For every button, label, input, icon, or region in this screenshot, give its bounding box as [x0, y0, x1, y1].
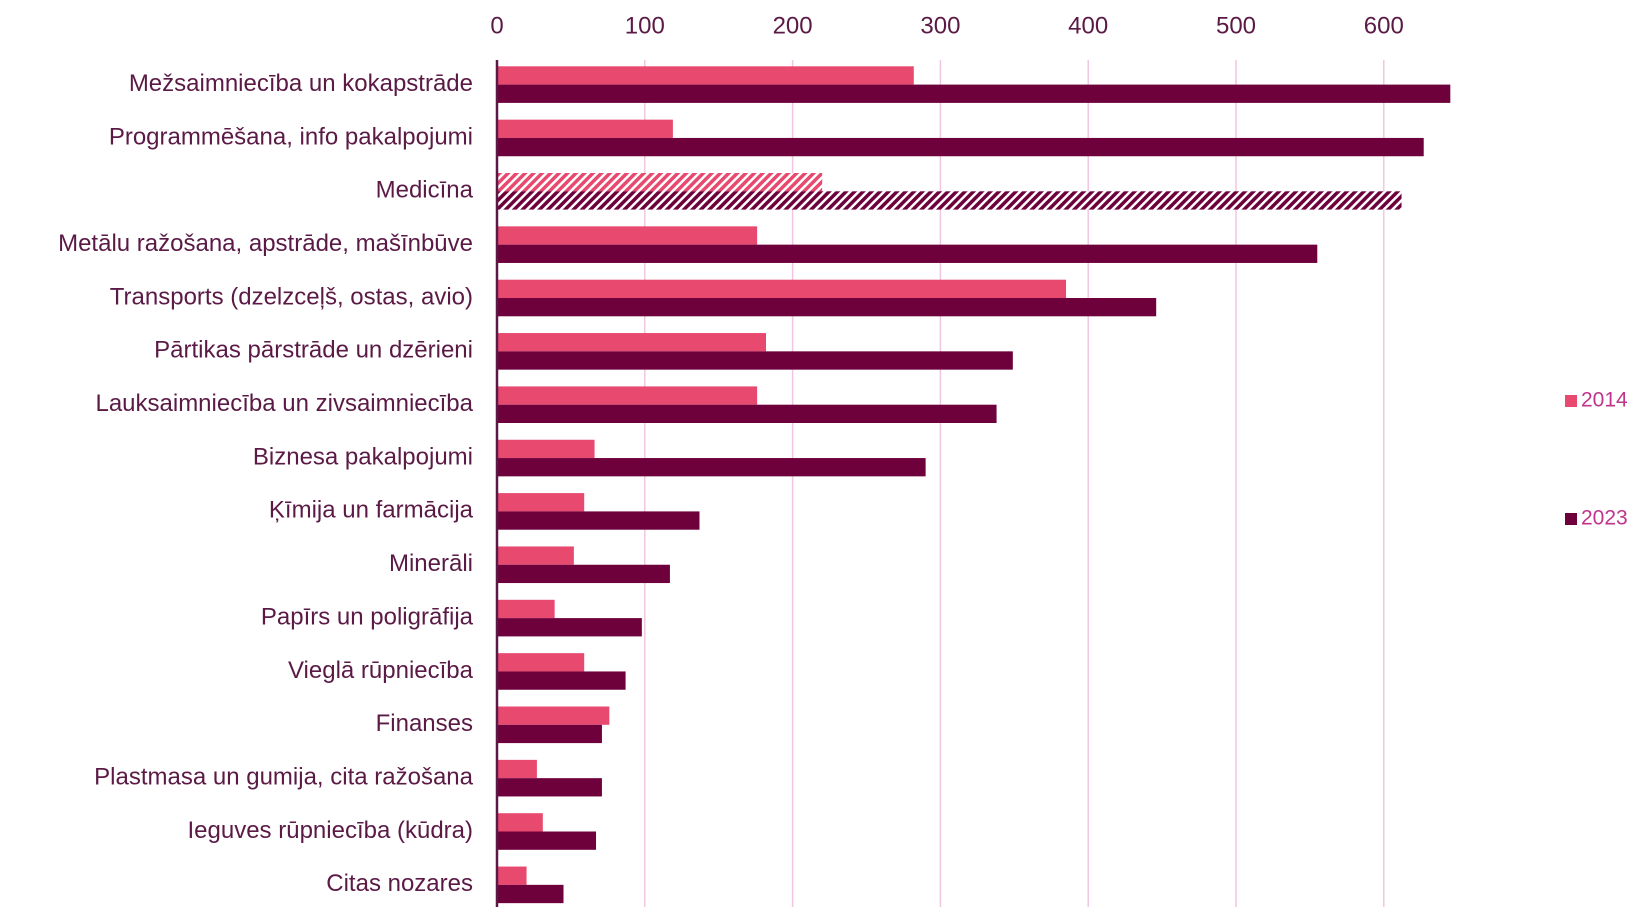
- category-label: Ķīmija un farmācija: [269, 497, 474, 524]
- bar: [497, 866, 527, 885]
- category-label: Citas nozares: [326, 870, 473, 897]
- bar: [497, 706, 610, 725]
- category-label: Programmēšana, info pakalpojumi: [109, 123, 473, 150]
- category-label: Metālu ražošana, apstrāde, mašīnbūve: [58, 230, 473, 257]
- legend-label: 2014: [1581, 389, 1628, 412]
- bar: [497, 458, 926, 477]
- bar: [497, 671, 626, 690]
- x-tick-label: 200: [773, 12, 813, 39]
- category-label: Lauksaimniecība un zivsaimniecība: [95, 390, 473, 417]
- bar: [497, 511, 700, 530]
- category-label: Finanses: [376, 710, 473, 737]
- bar: [497, 653, 585, 672]
- bar: [497, 404, 997, 423]
- bar: [497, 493, 585, 512]
- bar: [497, 226, 758, 245]
- bar: [497, 191, 1402, 210]
- bar: [497, 884, 564, 904]
- category-label: Biznesa pakalpojumi: [253, 443, 473, 470]
- x-tick-label: 600: [1364, 12, 1404, 39]
- bar: [497, 778, 602, 797]
- bar: [497, 724, 602, 744]
- legend-swatch: [1565, 395, 1577, 407]
- category-label: Transports (dzelzceļš, ostas, avio): [110, 283, 473, 310]
- bar: [497, 137, 1424, 157]
- bar: [497, 564, 670, 584]
- category-label: Ieguves rūpniecība (kūdra): [188, 817, 474, 844]
- category-label: Medicīna: [376, 177, 474, 204]
- category-label: Mežsaimniecība un kokapstrāde: [129, 70, 473, 97]
- category-label: Papīrs un poligrāfija: [261, 603, 474, 630]
- x-tick-label: 0: [490, 12, 503, 39]
- bar: [497, 618, 642, 637]
- bar: [497, 173, 823, 192]
- bar: [497, 298, 1157, 317]
- bar: [497, 439, 595, 459]
- x-tick-label: 400: [1068, 12, 1108, 39]
- x-tick-label: 100: [625, 12, 665, 39]
- category-label: Minerāli: [389, 550, 473, 577]
- bar: [497, 66, 914, 85]
- category-label: Pārtikas pārstrāde un dzērieni: [154, 337, 473, 364]
- bar: [497, 599, 555, 619]
- x-tick-label: 500: [1216, 12, 1256, 39]
- bar: [497, 386, 758, 405]
- bar: [497, 244, 1318, 263]
- bar: [497, 84, 1451, 103]
- bar: [497, 351, 1013, 370]
- legend-swatch: [1565, 513, 1577, 525]
- legend-label: 2023: [1581, 507, 1628, 530]
- bar: [497, 333, 766, 352]
- category-label: Plastmasa un gumija, cita ražošana: [94, 763, 474, 790]
- bar: [497, 546, 574, 565]
- bar: [497, 759, 537, 779]
- bar: [497, 831, 597, 850]
- bar: [497, 119, 673, 138]
- category-label: Vieglā rūpniecība: [288, 657, 474, 684]
- x-tick-label: 300: [920, 12, 960, 39]
- bar: [497, 279, 1067, 298]
- bar: [497, 813, 543, 832]
